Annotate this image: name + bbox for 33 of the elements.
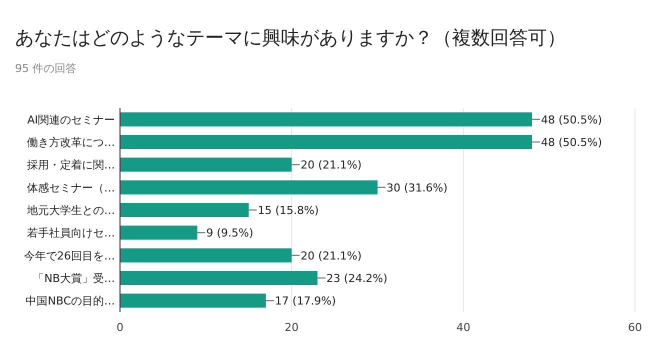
data-label: 48 (50.5%) [541,113,602,126]
bar [120,248,292,262]
chart-subtitle: 95 件の回答 [15,62,76,75]
y-tick-label: 今年で26回目を… [24,249,115,262]
bar [120,134,532,150]
y-tick-label: 働き方改革につ… [27,136,115,149]
bar [120,180,378,194]
data-label: 23 (24.2%) [326,272,388,285]
bar [120,112,532,126]
y-tick-label: AI関連のセミナー [27,113,115,126]
y-tick-label: 「NB大賞」受… [33,272,115,285]
data-label: 20 (21.1%) [300,158,362,172]
y-tick-label: 中国NBCの目的… [26,294,115,308]
bar [120,226,198,240]
y-tick-label: 地元大学生との… [26,204,115,217]
data-label: 17 (17.9%) [274,294,336,308]
data-label: 48 (50.5%) [541,136,602,149]
x-tick-label: 0 [116,321,124,334]
x-tick-label: 60 [628,321,642,334]
data-label: 9 (9.5%) [206,226,254,240]
y-tick-label: 体感セミナー（… [27,181,115,194]
bar [120,158,292,172]
x-tick-label: 20 [284,321,299,334]
data-label: 15 (15.8%) [258,204,319,217]
bar [120,202,249,218]
y-tick-label: 採用・定着に関… [27,158,115,172]
chart-title: あなたはどのようなテーマに興味がありますか？（複数回答可） [15,27,566,49]
y-tick-label: 若手社員向けセ… [27,226,115,240]
data-label: 20 (21.1%) [300,249,362,262]
bar [120,270,318,286]
bar [120,294,266,308]
data-label: 30 (31.6%) [386,181,448,194]
x-tick-label: 40 [456,321,470,334]
